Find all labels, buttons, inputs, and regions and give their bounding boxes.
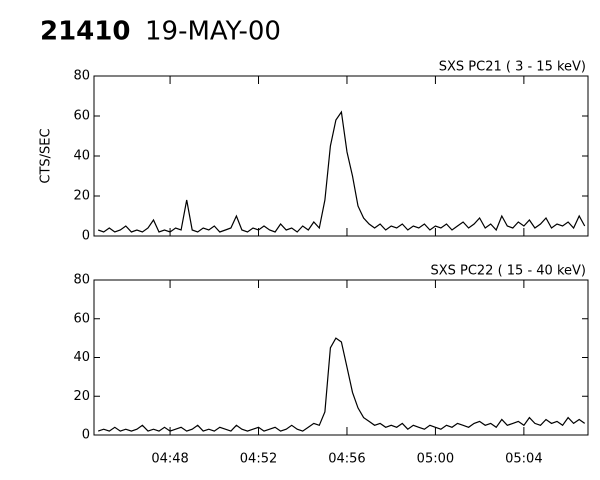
y-tick-label: 80 bbox=[73, 273, 90, 288]
panel-label: SXS PC22 ( 15 - 40 keV) bbox=[430, 264, 586, 279]
plot-frame bbox=[93, 75, 589, 237]
chart-title: 21410 bbox=[40, 17, 130, 47]
y-tick-label: 60 bbox=[73, 311, 90, 326]
x-tick-label: 04:52 bbox=[240, 452, 277, 467]
y-tick-label: 20 bbox=[73, 389, 90, 404]
y-tick-label: 0 bbox=[82, 229, 90, 244]
plot-frame bbox=[93, 279, 589, 436]
data-line bbox=[98, 337, 586, 432]
x-tick-label: 05:00 bbox=[417, 452, 454, 467]
x-tick-label: 04:48 bbox=[151, 452, 188, 467]
panel-label: SXS PC21 ( 3 - 15 keV) bbox=[439, 60, 586, 75]
chart-subtitle: 19-MAY-00 bbox=[145, 17, 281, 47]
y-tick-label: 60 bbox=[73, 109, 90, 124]
y-tick-label: 40 bbox=[73, 350, 90, 365]
y-axis-label: CTS/SEC bbox=[39, 128, 54, 183]
y-tick-label: 0 bbox=[82, 428, 90, 443]
y-tick-label: 40 bbox=[73, 149, 90, 164]
data-line bbox=[97, 110, 586, 233]
y-tick-label: 80 bbox=[73, 69, 90, 84]
x-tick-label: 05:04 bbox=[505, 452, 542, 467]
y-tick-label: 20 bbox=[73, 189, 90, 204]
x-tick-label: 04:56 bbox=[328, 452, 365, 467]
